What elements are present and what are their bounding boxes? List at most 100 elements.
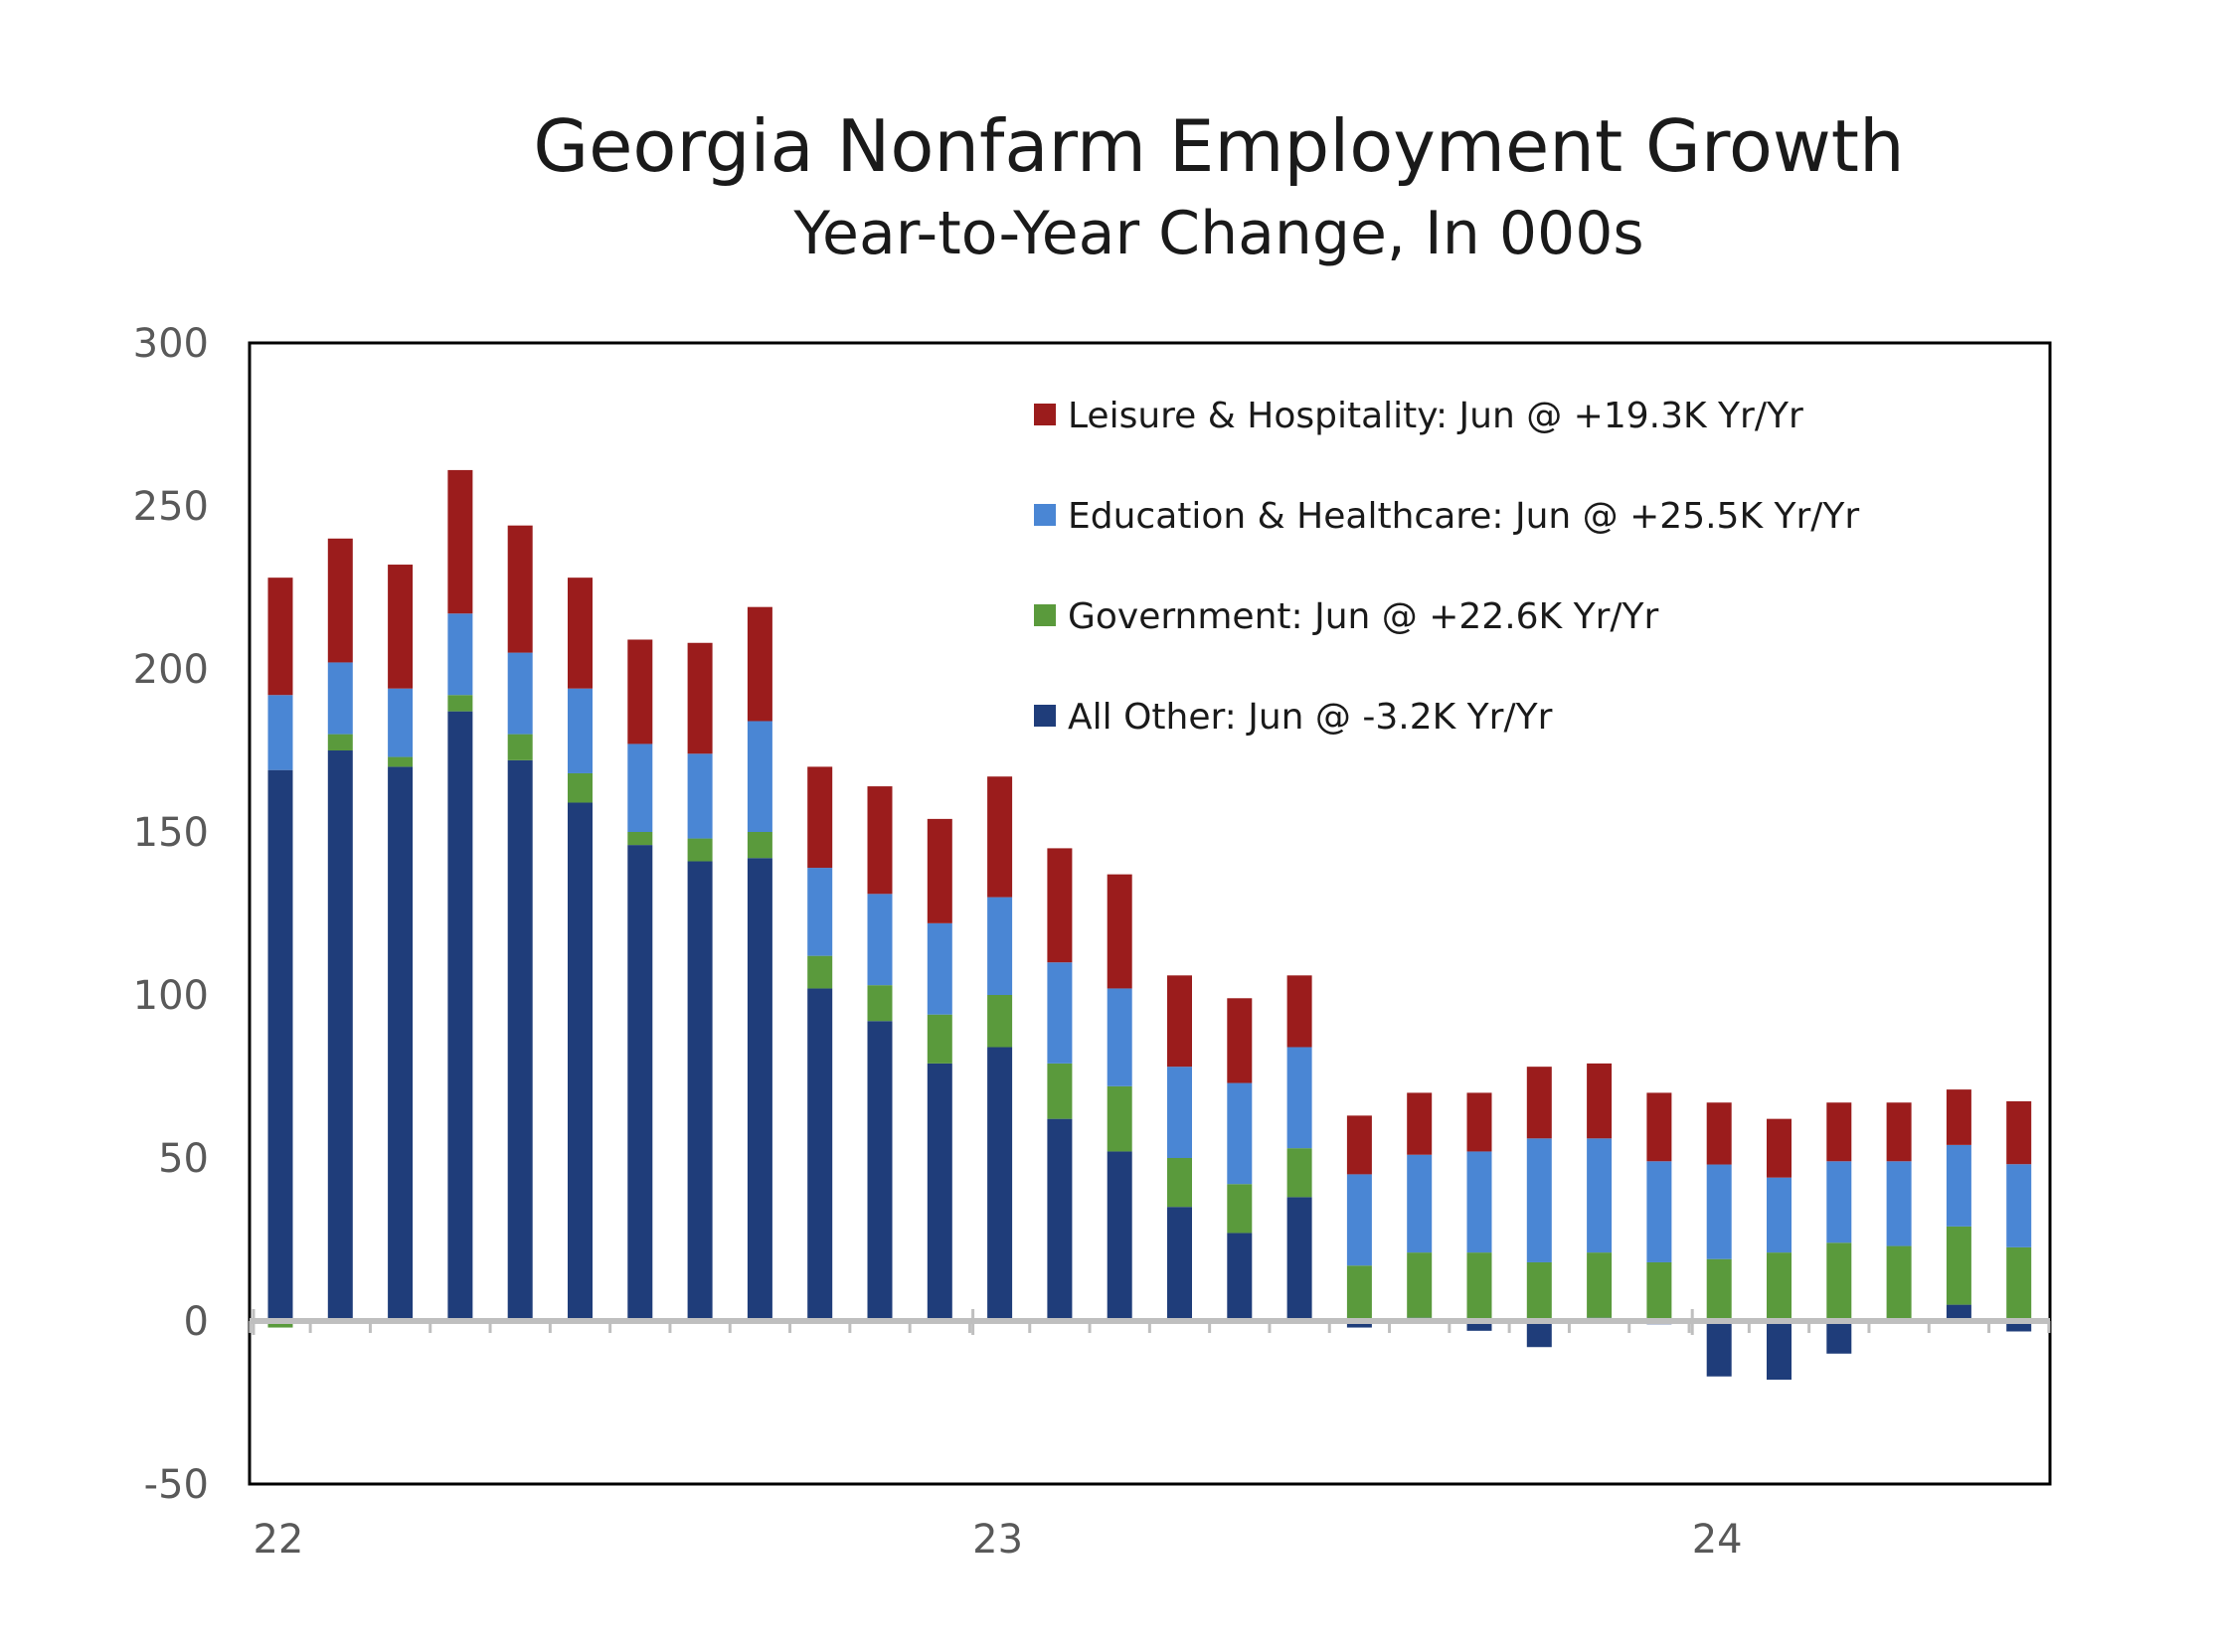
bar-education-healthcare-17	[1287, 1047, 1312, 1148]
bar-government-1	[328, 735, 353, 750]
x-tick-label: 23	[972, 1517, 1023, 1563]
bar-education-healthcare-4	[508, 653, 533, 735]
bar-leisure-hospitality-14	[1108, 875, 1132, 989]
bar-all-other-7	[688, 862, 713, 1321]
bar-leisure-hospitality-25	[1767, 1119, 1792, 1178]
chart-subtitle: Year-to-Year Change, In 000s	[792, 199, 1643, 268]
legend-swatch-leisure-hospitality	[1034, 404, 1056, 425]
bar-all-other-14	[1108, 1151, 1132, 1321]
bar-government-28	[1947, 1227, 1971, 1305]
bar-all-other-21	[1527, 1321, 1552, 1347]
bar-education-healthcare-20	[1467, 1151, 1492, 1252]
bar-education-healthcare-16	[1227, 1083, 1252, 1185]
bar-government-21	[1527, 1262, 1552, 1321]
bar-government-6	[627, 832, 652, 845]
bar-leisure-hospitality-0	[268, 578, 293, 695]
y-tick-label: 0	[184, 1299, 209, 1345]
x-tick-label: 22	[254, 1517, 304, 1563]
legend-label: All Other: Jun @ -3.2K Yr/Yr	[1068, 697, 1553, 738]
bar-government-10	[868, 985, 893, 1021]
bar-government-25	[1767, 1252, 1792, 1321]
bar-government-2	[388, 757, 413, 767]
bar-education-healthcare-13	[1047, 962, 1072, 1064]
bar-leisure-hospitality-23	[1646, 1092, 1671, 1161]
x-axis-ticks: 22 23 24	[254, 1517, 1743, 1563]
y-tick-label: 200	[133, 647, 209, 693]
bar-government-12	[987, 995, 1012, 1047]
bar-leisure-hospitality-11	[928, 819, 952, 923]
bar-leisure-hospitality-24	[1707, 1102, 1732, 1164]
bar-leisure-hospitality-4	[508, 526, 533, 653]
legend-swatch-all-other	[1034, 705, 1056, 727]
bar-education-healthcare-5	[568, 689, 593, 773]
bar-leisure-hospitality-18	[1347, 1115, 1372, 1174]
bar-leisure-hospitality-2	[388, 565, 413, 689]
bar-all-other-5	[568, 802, 593, 1321]
bar-all-other-13	[1047, 1119, 1072, 1321]
bar-leisure-hospitality-15	[1167, 975, 1192, 1067]
legend-label: Education & Healthcare: Jun @ +25.5K Yr/…	[1068, 496, 1859, 537]
bar-government-15	[1167, 1158, 1192, 1207]
bar-education-healthcare-23	[1646, 1161, 1671, 1262]
bar-leisure-hospitality-5	[568, 578, 593, 689]
y-axis-ticks: 300250200150100500-50	[133, 321, 209, 1508]
bar-government-20	[1467, 1252, 1492, 1321]
bar-government-27	[1887, 1246, 1912, 1321]
bar-government-8	[748, 832, 772, 858]
bar-government-14	[1108, 1086, 1132, 1152]
y-tick-label: 300	[133, 321, 209, 367]
bar-leisure-hospitality-6	[627, 639, 652, 743]
bar-government-9	[807, 956, 832, 989]
bar-all-other-24	[1707, 1321, 1732, 1377]
bar-leisure-hospitality-19	[1407, 1092, 1432, 1154]
bar-education-healthcare-25	[1767, 1178, 1792, 1252]
y-tick-label: 250	[133, 484, 209, 530]
bar-education-healthcare-8	[748, 721, 772, 832]
x-tick-label: 24	[1692, 1517, 1743, 1563]
bar-education-healthcare-12	[987, 898, 1012, 995]
bar-government-13	[1047, 1064, 1072, 1119]
bar-education-healthcare-14	[1108, 988, 1132, 1085]
bar-leisure-hospitality-1	[328, 539, 353, 663]
bar-all-other-3	[447, 712, 472, 1321]
chart: Georgia Nonfarm Employment Growth Year-t…	[0, 0, 2219, 1652]
bar-education-healthcare-28	[1947, 1145, 1971, 1227]
bar-education-healthcare-15	[1167, 1067, 1192, 1158]
bar-government-18	[1347, 1265, 1372, 1321]
bar-education-healthcare-3	[447, 613, 472, 695]
bar-education-healthcare-1	[328, 662, 353, 734]
bar-all-other-26	[1826, 1321, 1851, 1354]
bar-all-other-17	[1287, 1197, 1312, 1321]
bar-leisure-hospitality-16	[1227, 998, 1252, 1082]
bar-leisure-hospitality-28	[1947, 1089, 1971, 1145]
bar-leisure-hospitality-21	[1527, 1067, 1552, 1138]
bar-government-17	[1287, 1148, 1312, 1197]
bar-all-other-16	[1227, 1233, 1252, 1321]
chart-title: Georgia Nonfarm Employment Growth	[533, 104, 1904, 188]
bar-all-other-25	[1767, 1321, 1792, 1380]
bar-government-11	[928, 1015, 952, 1064]
bar-leisure-hospitality-27	[1887, 1102, 1912, 1161]
bar-education-healthcare-18	[1347, 1174, 1372, 1265]
bar-all-other-0	[268, 770, 293, 1321]
y-tick-label: 150	[133, 810, 209, 856]
bar-all-other-10	[868, 1021, 893, 1321]
bar-education-healthcare-9	[807, 868, 832, 956]
bar-government-22	[1587, 1252, 1612, 1318]
bar-all-other-15	[1167, 1207, 1192, 1321]
bar-all-other-4	[508, 760, 533, 1321]
bar-education-healthcare-0	[268, 695, 293, 769]
bar-government-3	[447, 695, 472, 711]
bar-government-5	[568, 773, 593, 803]
bar-government-16	[1227, 1184, 1252, 1233]
bar-education-healthcare-6	[627, 743, 652, 832]
y-tick-label: 50	[158, 1136, 209, 1182]
bar-all-other-6	[627, 845, 652, 1321]
legend-swatch-education-healthcare	[1034, 504, 1056, 526]
bar-education-healthcare-2	[388, 689, 413, 757]
bar-all-other-8	[748, 858, 772, 1321]
bar-leisure-hospitality-29	[2006, 1101, 2031, 1164]
legend-label: Leisure & Hospitality: Jun @ +19.3K Yr/Y…	[1068, 396, 1803, 436]
bar-leisure-hospitality-17	[1287, 975, 1312, 1047]
bar-leisure-hospitality-10	[868, 786, 893, 894]
